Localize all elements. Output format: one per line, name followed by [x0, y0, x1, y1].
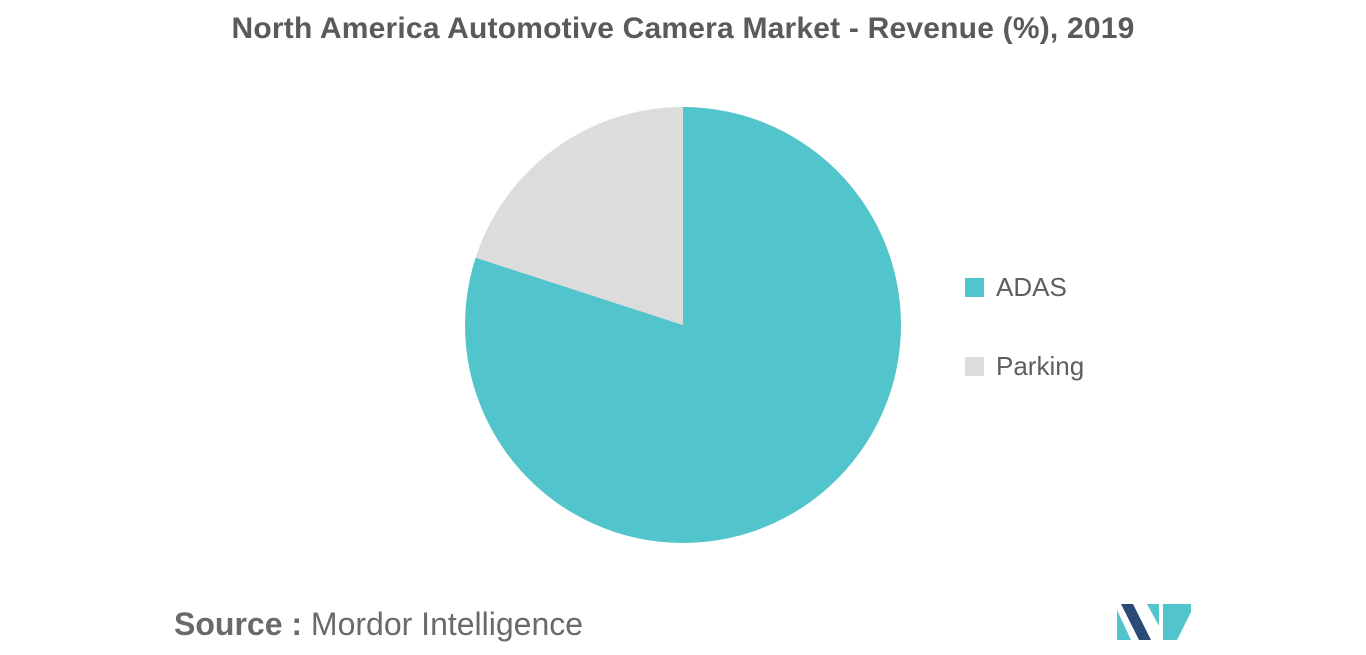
source-value: Mordor Intelligence	[310, 606, 584, 642]
legend-swatch-adas	[965, 277, 984, 297]
mordor-intelligence-logo-icon	[1117, 604, 1191, 640]
source-note: Source : Mordor Intelligence	[174, 606, 583, 643]
pie-slices	[464, 107, 901, 543]
legend-item-adas: ADAS	[965, 268, 1084, 306]
source-key: Source :	[174, 606, 303, 642]
chart-title: North America Automotive Camera Market -…	[231, 12, 1135, 45]
legend-item-parking: Parking	[965, 347, 1084, 385]
legend-label-adas: ADAS	[996, 271, 1067, 302]
pie-slice-parking	[475, 107, 683, 325]
legend-label-parking: Parking	[996, 350, 1085, 381]
chart-legend: ADAS Parking	[965, 268, 1084, 426]
legend-swatch-parking	[965, 356, 984, 376]
